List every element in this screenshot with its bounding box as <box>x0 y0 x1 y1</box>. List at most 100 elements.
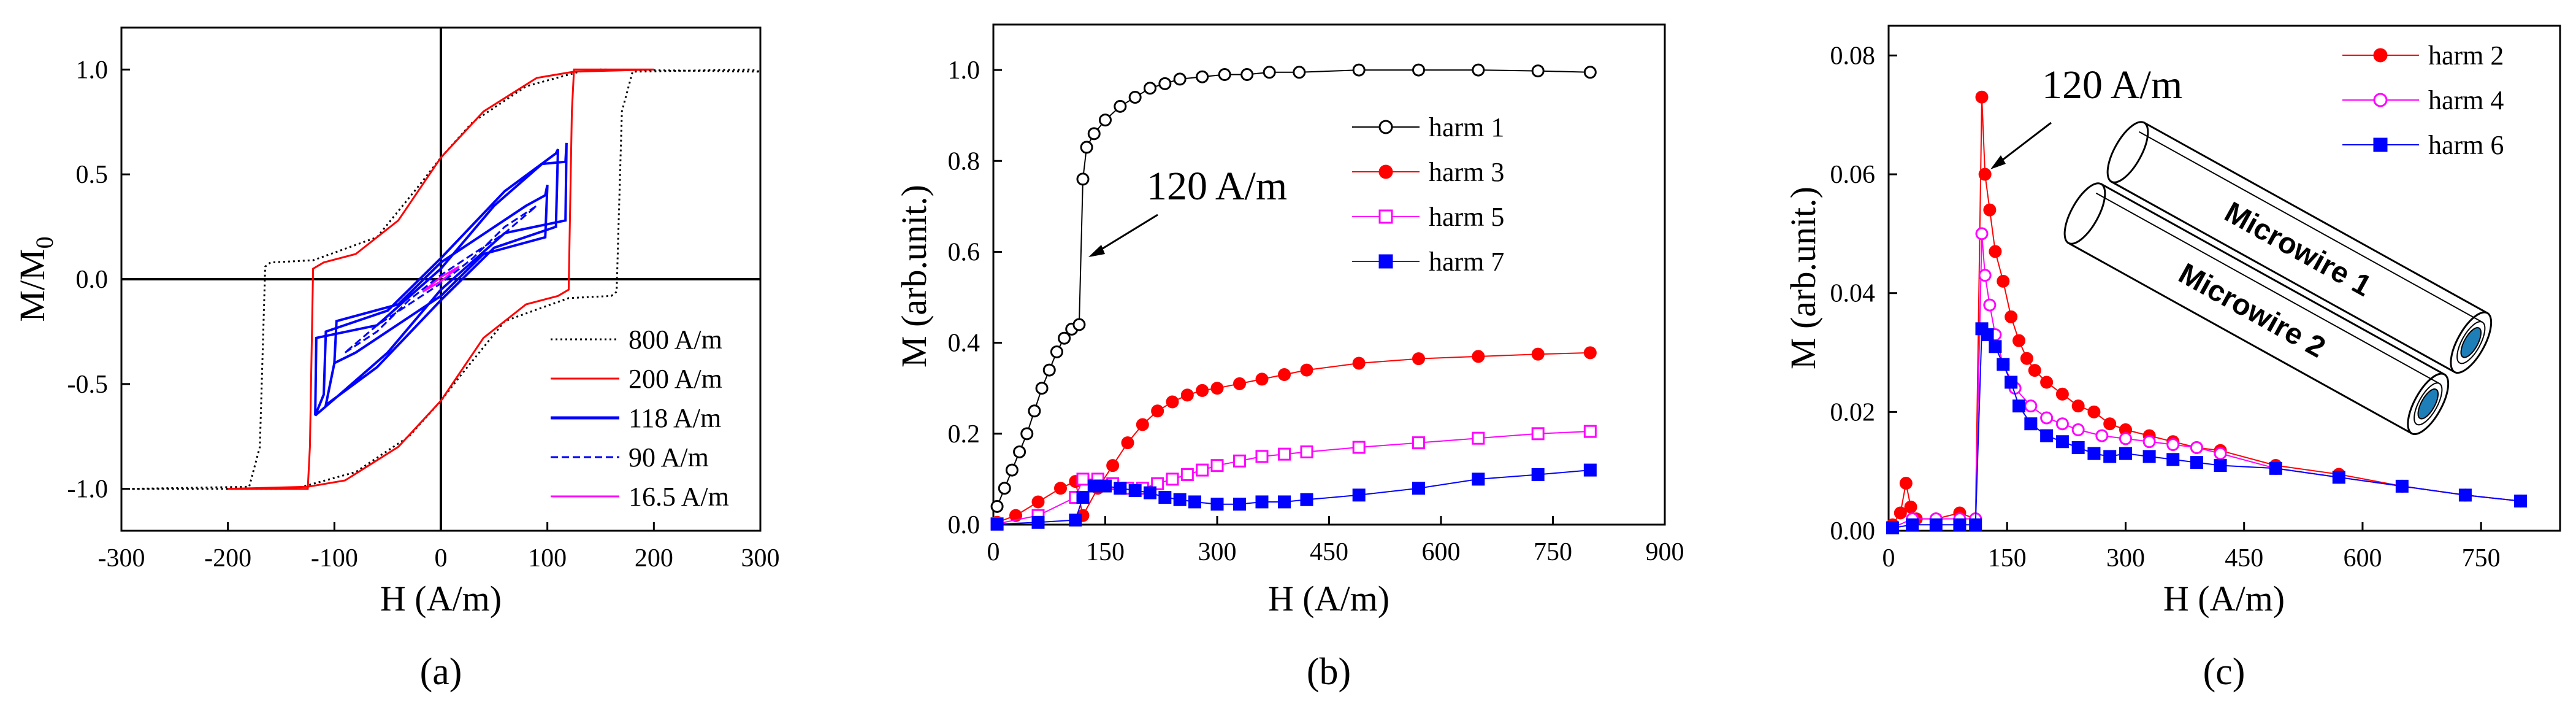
legend-label-118: 118 A/m <box>629 403 721 433</box>
panel-a-ticks: -300 -200 -100 0 100 200 300 1.0 0.5 0.0 -0.5 -1.0 <box>67 56 780 572</box>
data-point-harm-4 <box>2055 417 2069 431</box>
x-tick-label: 0 <box>987 538 1000 566</box>
panel-b-annotation-arrow <box>1088 214 1158 257</box>
data-point-harm-1 <box>1144 82 1156 95</box>
panel-a-legend: 800 A/m 200 A/m 118 A/m 90 A/m 16.5 A/m <box>551 325 729 512</box>
data-point-harm-5 <box>1180 468 1194 481</box>
panel-c-ticks: 0 150 300 450 600 750 0.00 0.02 0.04 0.06 0.08 <box>1830 42 2501 572</box>
data-point-harm-7 <box>1099 479 1112 493</box>
data-point-harm-7 <box>1128 484 1142 497</box>
data-point-harm-3 <box>1352 356 1366 370</box>
x-tick-label: -300 <box>98 544 145 572</box>
y-tick-label: 1.0 <box>76 56 109 84</box>
data-point-harm-1 <box>1099 114 1112 127</box>
x-tick-label: 0 <box>1882 544 1895 572</box>
data-point-harm-1 <box>1472 63 1485 77</box>
panel-b-ylabel: M (arb.unit.) <box>894 185 934 368</box>
data-point-harm-3 <box>1106 459 1120 472</box>
data-point-harm-6 <box>1981 328 1994 341</box>
panel-a-ylabel: M/M0 <box>12 236 58 322</box>
data-point-harm-3 <box>1166 395 1179 409</box>
y-tick-label: 0.2 <box>948 420 980 449</box>
data-point-harm-3 <box>1210 382 1224 395</box>
data-point-harm-2 <box>1904 500 1917 514</box>
data-point-harm-4 <box>2024 399 2038 413</box>
x-tick-label: -200 <box>204 544 251 572</box>
microwire-1-drawing <box>2106 121 2493 374</box>
panel-a-ylabel-sub: 0 <box>31 236 58 249</box>
x-tick-label: 0 <box>435 544 448 572</box>
data-point-harm-6 <box>2055 435 2069 449</box>
data-point-harm-6 <box>1929 518 1943 531</box>
data-point-harm-3 <box>1412 352 1425 366</box>
legend-marker <box>1378 209 1393 224</box>
data-point-harm-2 <box>2005 310 2018 323</box>
data-point-harm-3 <box>1278 368 1291 381</box>
x-tick-label: -100 <box>311 544 358 572</box>
x-tick-label: 100 <box>528 544 567 572</box>
data-point-harm-1 <box>1218 68 1231 81</box>
data-point-harm-5 <box>1166 472 1179 486</box>
data-point-harm-7 <box>1087 479 1101 493</box>
series-line-harm-4 <box>1892 233 2521 529</box>
data-point-harm-5 <box>1233 454 1246 468</box>
data-point-harm-6 <box>2119 447 2132 460</box>
y-tick-label: 0.0 <box>948 511 980 539</box>
data-point-harm-7 <box>990 517 1004 531</box>
legend-label-harm2: harm 2 <box>2428 40 2504 71</box>
data-point-harm-6 <box>2269 461 2282 475</box>
data-point-harm-3 <box>1009 509 1022 522</box>
data-point-harm-3 <box>1233 377 1246 390</box>
y-tick-label: 0.4 <box>948 330 980 358</box>
panel-a: -300 -200 -100 0 100 200 3001.00.50.0-0.5-1.0 … <box>12 26 780 693</box>
legend-label-harm3: harm 3 <box>1429 157 1504 187</box>
data-point-harm-5 <box>1255 450 1269 463</box>
data-point-harm-7 <box>1300 493 1313 506</box>
data-point-harm-6 <box>1953 518 1966 531</box>
data-point-harm-7 <box>1472 472 1485 486</box>
legend-marker <box>1378 164 1393 179</box>
data-point-harm-4 <box>2040 411 2054 425</box>
data-point-harm-7 <box>1158 491 1172 504</box>
data-point-harm-7 <box>1352 488 1366 502</box>
panel-c-annotation: 120 A/m <box>2042 63 2182 107</box>
data-point-harm-6 <box>2458 488 2472 502</box>
data-point-harm-2 <box>1997 274 2010 288</box>
data-point-harm-1 <box>1531 64 1545 78</box>
panel-a-series <box>121 28 761 531</box>
y-tick-label: -0.5 <box>67 371 109 399</box>
data-point-harm-7 <box>1233 498 1246 511</box>
legend-marker <box>2373 93 2388 107</box>
data-point-harm-6 <box>2005 376 2018 389</box>
data-point-harm-2 <box>2087 405 2101 418</box>
data-point-harm-6 <box>2087 447 2101 460</box>
panel-a-label: (a) <box>420 651 462 693</box>
data-point-harm-3 <box>1180 388 1194 402</box>
data-point-harm-1 <box>1158 77 1172 90</box>
data-point-harm-3 <box>1255 372 1269 386</box>
data-point-harm-7 <box>1114 482 1127 495</box>
series-line-16-5-a-m <box>422 266 460 293</box>
x-tick-label: 200 <box>635 544 673 572</box>
data-point-harm-2 <box>1899 477 1913 490</box>
data-point-harm-6 <box>2166 453 2180 466</box>
data-point-harm-6 <box>2514 495 2528 508</box>
data-point-harm-2 <box>2103 417 2117 431</box>
panel-b-legend: harm 1 harm 3 harm 5 harm 7 <box>1352 112 1504 277</box>
data-point-harm-7 <box>1531 468 1545 481</box>
y-tick-label: -1.0 <box>67 476 109 504</box>
data-point-harm-3 <box>1031 495 1045 509</box>
x-tick-label: 150 <box>1988 544 2027 572</box>
data-point-harm-1 <box>1076 172 1090 186</box>
data-point-harm-4 <box>2095 429 2109 442</box>
data-point-harm-3 <box>1151 404 1164 418</box>
data-point-harm-3 <box>1300 363 1313 377</box>
data-point-harm-1 <box>1072 318 1086 331</box>
data-point-harm-4 <box>1983 298 1997 312</box>
data-point-harm-5 <box>1531 427 1545 441</box>
x-tick-label: 600 <box>2343 544 2382 572</box>
legend-label-harm6: harm 6 <box>2428 130 2504 160</box>
data-point-harm-5 <box>1352 441 1366 454</box>
legend-label-harm5: harm 5 <box>1429 202 1504 232</box>
series-line-118-a-m <box>314 142 568 417</box>
